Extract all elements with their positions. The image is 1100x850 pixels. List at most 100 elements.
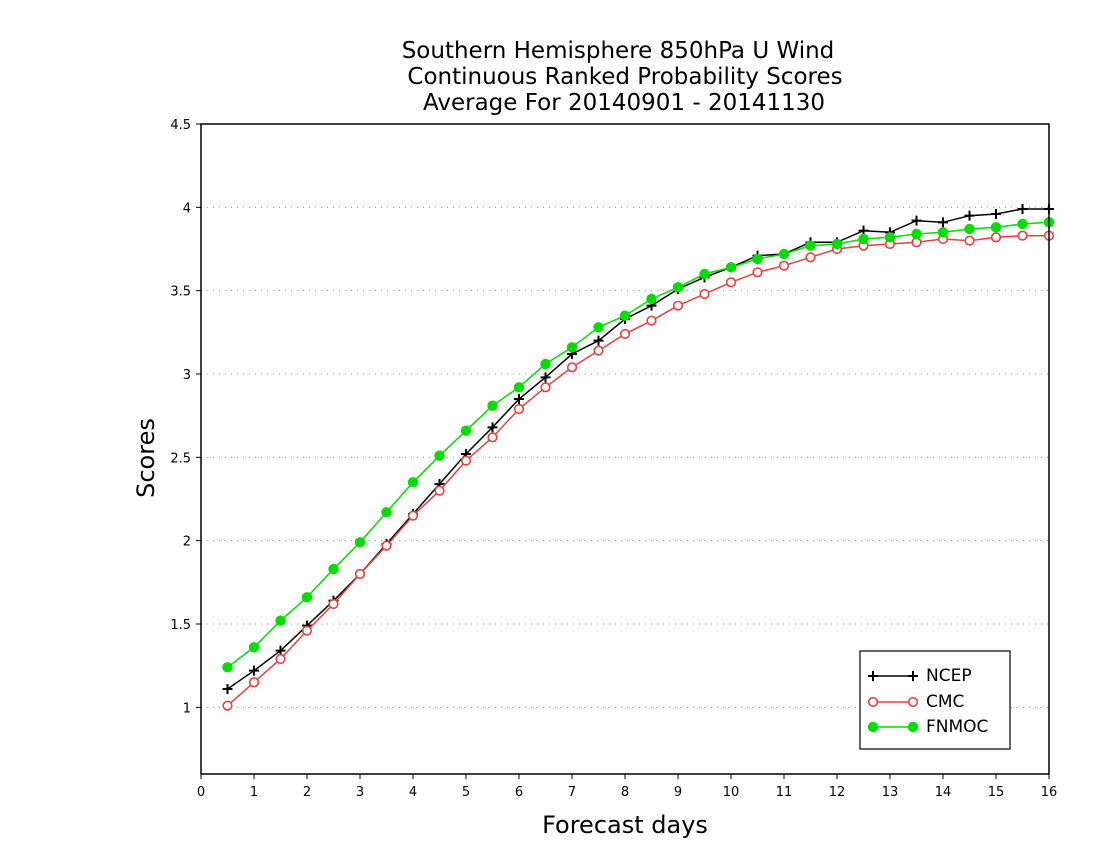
series-layer <box>222 204 1055 711</box>
data-point-fnmoc <box>460 425 472 436</box>
data-point-fnmoc <box>699 268 710 280</box>
data-point-fnmoc <box>222 662 233 673</box>
data-point-fnmoc <box>646 293 657 305</box>
data-point-ncep <box>593 335 604 346</box>
data-point-ncep <box>487 422 498 433</box>
data-point-cmc <box>513 403 525 415</box>
title-line-2: Continuous Ranked Probability Scores <box>407 64 842 90</box>
data-point-fnmoc <box>593 322 604 333</box>
data-point-ncep <box>938 217 948 228</box>
data-point-ncep <box>911 215 922 226</box>
data-point-cmc <box>990 232 1002 243</box>
data-point-fnmoc <box>884 232 896 243</box>
data-point-fnmoc <box>831 238 843 250</box>
data-point-fnmoc <box>407 477 419 488</box>
series-line-ncep <box>227 208 1049 690</box>
y-tick-label: 1 <box>183 701 191 716</box>
x-tick-label: 13 <box>882 785 899 800</box>
data-point-fnmoc <box>778 248 790 260</box>
y-axis-ticks: 1 1.5 2 2.5 3 3.5 4 4.5 <box>170 118 201 716</box>
series-ncep <box>222 204 1054 694</box>
y-tick-label: 3.5 <box>170 285 191 300</box>
data-point-cmc <box>354 568 366 580</box>
data-point-cmc <box>540 382 551 393</box>
legend-marker-cmc <box>907 696 919 708</box>
data-point-cmc <box>275 653 286 665</box>
x-tick-label: 9 <box>674 785 682 800</box>
series-line-cmc <box>227 234 1049 707</box>
legend-label-cmc: CMC <box>926 692 964 712</box>
data-point-ncep <box>1017 204 1028 214</box>
x-tick-label: 10 <box>723 785 740 800</box>
plot-frame <box>200 123 1050 775</box>
data-point-cmc <box>487 432 498 443</box>
data-point-cmc <box>381 540 392 551</box>
data-point-cmc <box>778 260 790 271</box>
data-point-fnmoc <box>964 223 975 235</box>
data-point-ncep <box>222 684 233 694</box>
data-point-fnmoc <box>566 342 578 353</box>
data-point-cmc <box>699 288 710 300</box>
legend-marker-ncep <box>908 671 918 681</box>
legend-marker-cmc <box>867 696 879 708</box>
data-point-fnmoc <box>328 563 339 575</box>
data-point-cmc <box>222 700 233 711</box>
data-point-fnmoc <box>619 310 631 321</box>
data-point-fnmoc <box>1017 218 1028 230</box>
data-point-fnmoc <box>381 507 392 518</box>
y-tick-label: 2.5 <box>170 451 191 466</box>
x-tick-label: 8 <box>621 785 629 800</box>
data-point-fnmoc <box>858 233 869 245</box>
legend-marker-fnmoc <box>867 721 879 733</box>
x-tick-label: 2 <box>303 785 311 800</box>
chart-title: Southern Hemisphere 850hPa U Wind Contin… <box>402 38 843 116</box>
series-line-fnmoc <box>227 221 1050 668</box>
data-point-cmc <box>672 300 684 311</box>
x-tick-label: 0 <box>197 785 205 800</box>
legend-keys <box>867 671 919 733</box>
data-point-cmc <box>805 252 816 263</box>
legend-marker-ncep <box>868 671 878 681</box>
data-point-ncep <box>964 210 975 221</box>
y-tick-label: 1.5 <box>170 618 191 633</box>
data-point-cmc <box>407 510 419 521</box>
x-tick-label: 4 <box>409 785 417 800</box>
legend-label-ncep: NCEP <box>926 666 972 686</box>
data-point-fnmoc <box>911 228 922 240</box>
x-tick-label: 7 <box>568 785 576 800</box>
data-point-fnmoc <box>990 222 1002 233</box>
data-point-cmc <box>1017 230 1028 241</box>
data-point-cmc <box>646 315 657 326</box>
data-point-cmc <box>725 277 737 288</box>
title-line-3: Average For 20140901 - 20141130 <box>423 90 825 116</box>
x-tick-label: 6 <box>515 785 523 800</box>
title-line-1: Southern Hemisphere 850hPa U Wind <box>402 38 835 64</box>
data-point-ncep <box>249 665 259 676</box>
data-point-cmc <box>911 237 922 248</box>
data-point-cmc <box>434 485 445 496</box>
y-tick-label: 4 <box>183 201 191 216</box>
x-tick-label: 5 <box>462 785 470 800</box>
data-point-fnmoc <box>937 227 949 238</box>
legend-label-fnmoc: FNMOC <box>926 717 988 737</box>
legend: NCEP CMC FNMOC <box>859 650 1011 750</box>
x-tick-label: 1 <box>250 785 258 800</box>
data-point-ncep <box>514 394 524 404</box>
data-point-cmc <box>619 328 631 340</box>
data-point-fnmoc <box>513 382 525 393</box>
data-point-fnmoc <box>434 450 445 461</box>
data-point-cmc <box>566 362 578 373</box>
legend-marker-fnmoc <box>907 721 919 733</box>
x-tick-label: 16 <box>1041 785 1058 800</box>
x-axis-label: Forecast days <box>542 811 708 839</box>
y-tick-label: 2 <box>183 535 191 550</box>
data-point-cmc <box>964 235 975 246</box>
gridlines <box>201 206 1049 708</box>
data-point-fnmoc <box>487 400 498 411</box>
series-fnmoc <box>222 217 1055 673</box>
data-point-fnmoc <box>540 358 551 370</box>
x-axis-ticks: 0 1 2 3 4 5 6 7 8 9 10 11 12 13 14 15 16 <box>197 774 1057 800</box>
data-point-cmc <box>460 455 472 466</box>
x-tick-label: 11 <box>776 785 793 800</box>
data-point-fnmoc <box>805 240 816 251</box>
